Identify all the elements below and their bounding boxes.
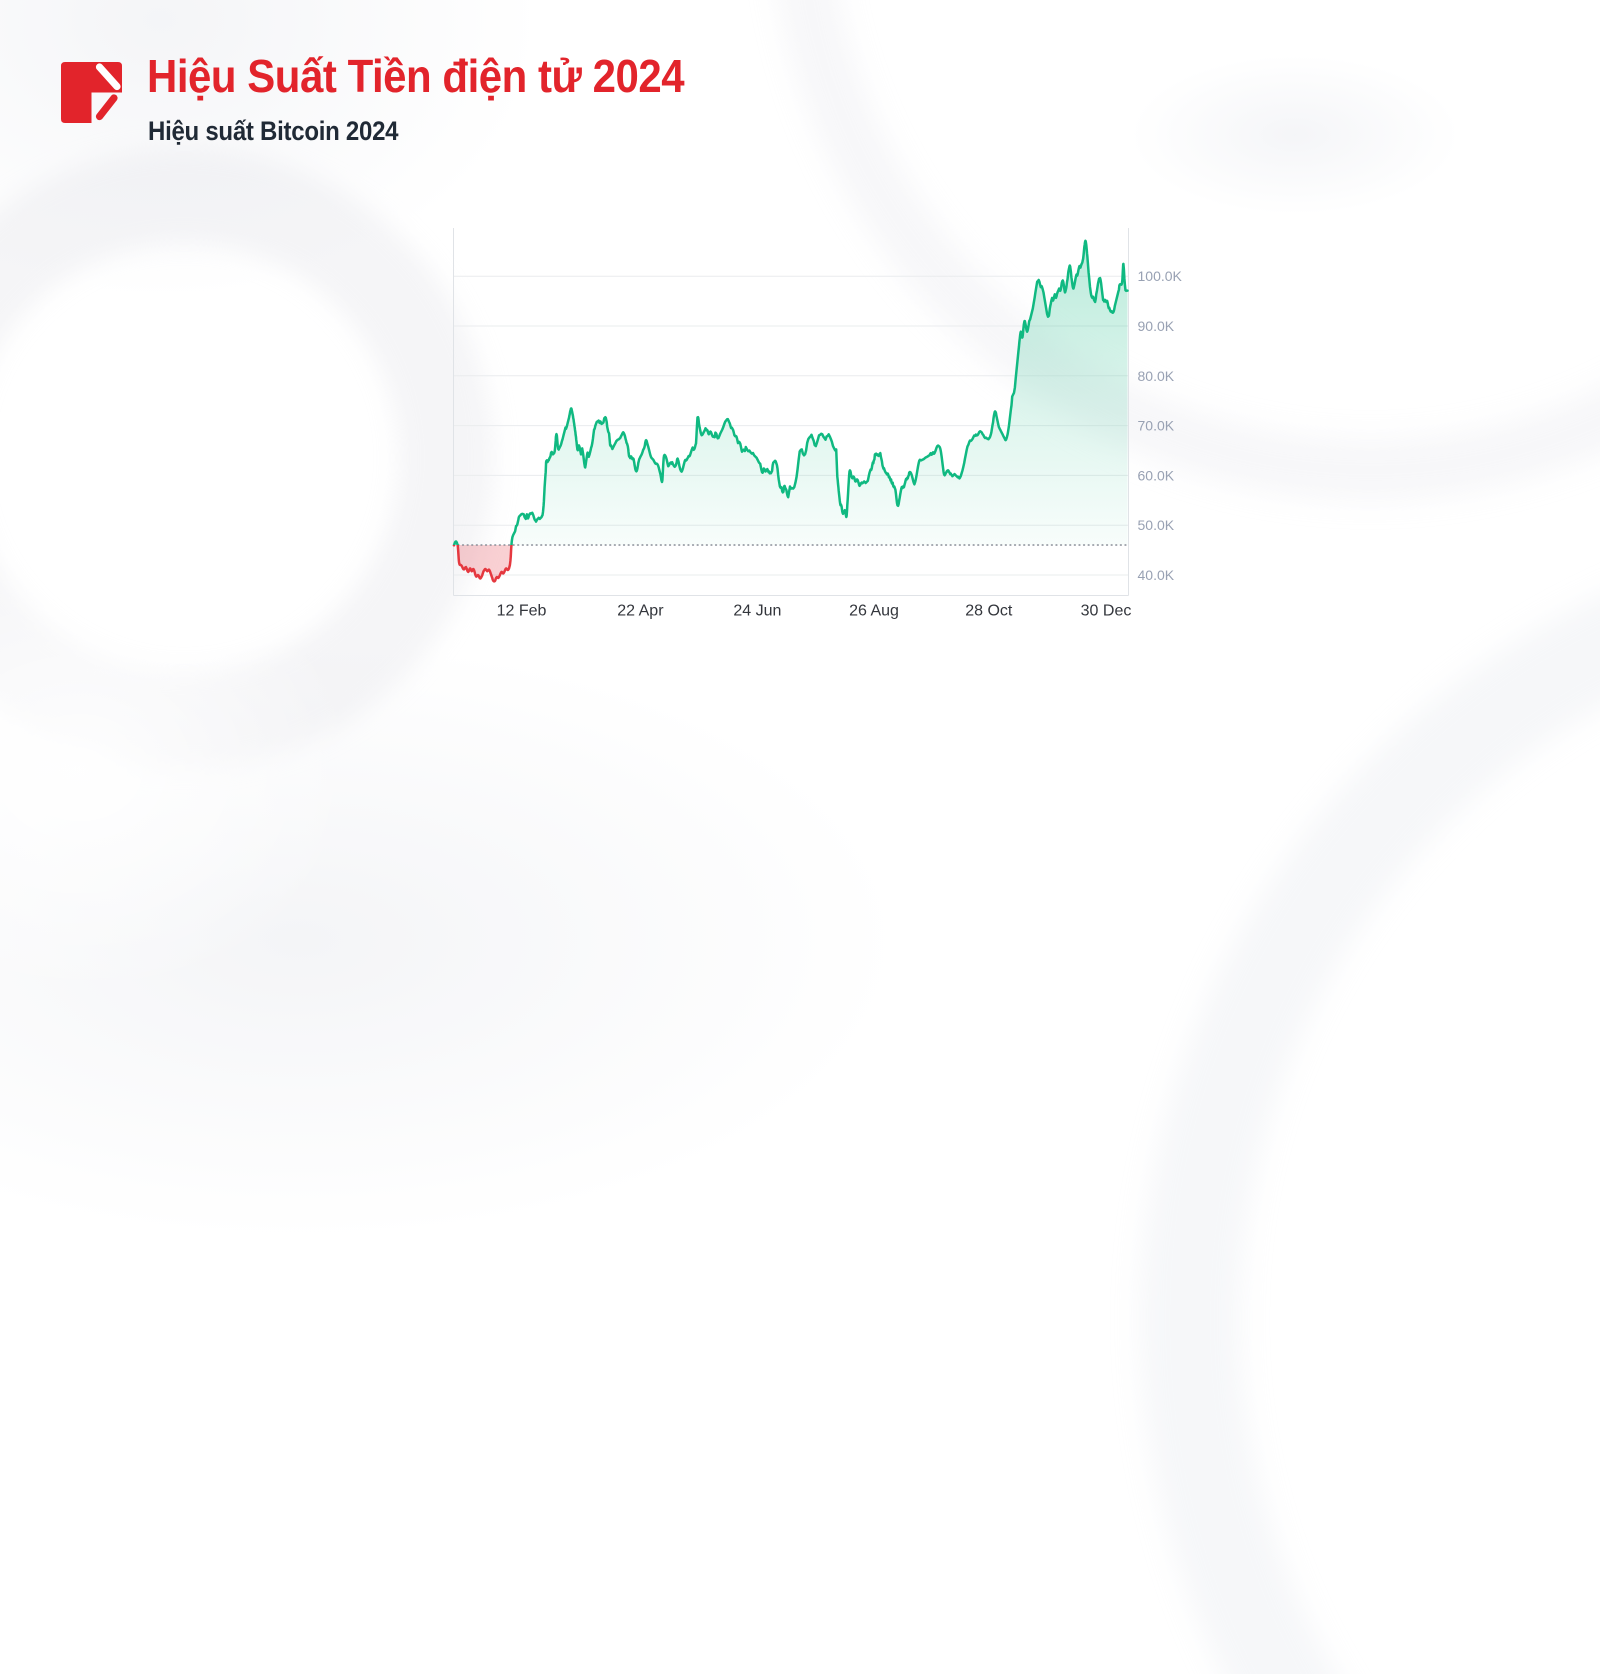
svg-text:100.0K: 100.0K bbox=[1138, 268, 1183, 284]
svg-text:24 Jun: 24 Jun bbox=[733, 603, 781, 620]
svg-text:70.0K: 70.0K bbox=[1138, 418, 1175, 434]
svg-text:40.0K: 40.0K bbox=[1138, 567, 1175, 583]
svg-text:26 Aug: 26 Aug bbox=[849, 603, 899, 620]
svg-text:12 Feb: 12 Feb bbox=[497, 603, 547, 620]
svg-text:60.0K: 60.0K bbox=[1138, 467, 1175, 483]
svg-text:22 Apr: 22 Apr bbox=[617, 603, 664, 620]
svg-text:80.0K: 80.0K bbox=[1138, 368, 1175, 384]
svg-text:90.0K: 90.0K bbox=[1138, 318, 1175, 334]
svg-text:30 Dec: 30 Dec bbox=[1081, 603, 1132, 620]
svg-text:50.0K: 50.0K bbox=[1138, 517, 1175, 533]
svg-text:28 Oct: 28 Oct bbox=[965, 603, 1013, 620]
